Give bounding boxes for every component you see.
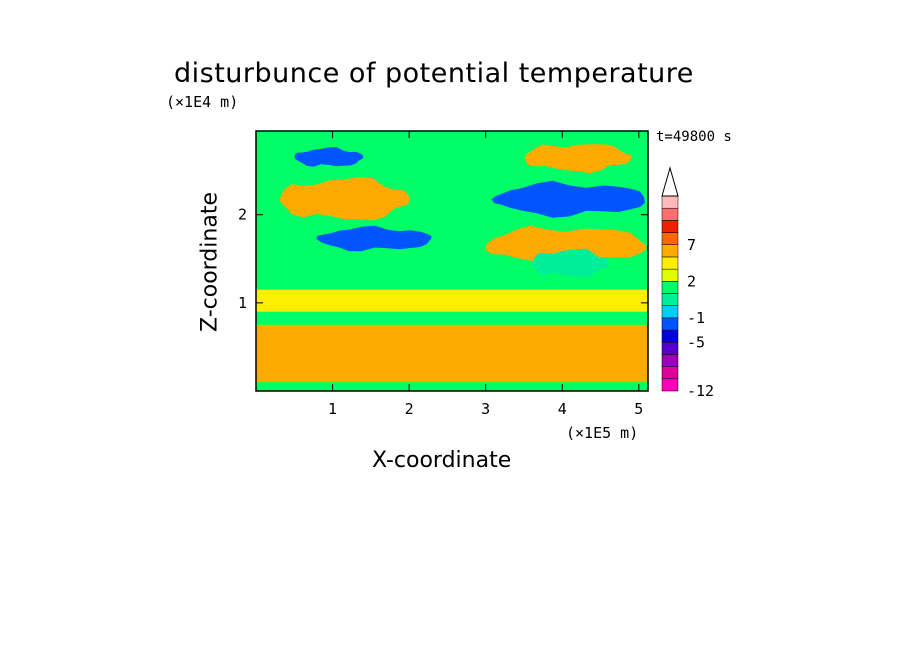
field-region: [524, 144, 632, 174]
field-region: [531, 248, 609, 278]
y-axis-ticks: 12: [238, 206, 648, 312]
colorbar-swatch: [661, 342, 679, 355]
field-region: [256, 383, 648, 391]
colorbar-swatch: [661, 293, 679, 306]
colorbar-swatch: [661, 207, 679, 221]
colorbar-label: -5: [687, 333, 705, 351]
colorbar-swatch: [661, 317, 679, 331]
y-tick-label: 2: [238, 206, 247, 224]
field-region: [294, 147, 364, 167]
colorbar-label: 7: [687, 236, 696, 254]
colorbar-extend-arrow: [661, 166, 679, 197]
colorbar-swatch: [661, 268, 679, 282]
x-axis-title: X-coordinate: [372, 448, 512, 473]
x-axis-ticks: 1 2 3 4 5: [328, 131, 643, 418]
colorbar-swatch: [661, 354, 679, 367]
colorbar-swatch: [661, 256, 679, 270]
colorbar-label: -12: [687, 382, 714, 400]
x-tick-label: 4: [558, 400, 567, 418]
colorbar-swatch: [661, 244, 679, 258]
field-region: [491, 180, 645, 218]
x-unit-label: (×1E5 m): [566, 424, 639, 442]
y-axis-title: Z-coordinate: [197, 192, 223, 332]
x-tick-label: 5: [634, 400, 643, 418]
x-tick-label: 1: [328, 400, 337, 418]
field-region: [256, 324, 648, 383]
colorbar-label: -1: [687, 309, 705, 327]
time-label: t=49800 s: [656, 129, 732, 145]
field-region: [279, 177, 410, 221]
colorbar-swatch: [661, 281, 679, 294]
field-region: [316, 225, 432, 252]
colorbar-swatch: [661, 305, 679, 319]
colorbar: -12-5-127: [661, 166, 714, 400]
chart-title: disturbunce of potential temperature: [174, 58, 694, 89]
z-unit-label: (×1E4 m): [166, 93, 239, 111]
colorbar-swatch: [661, 366, 679, 380]
colorbar-swatch: [661, 220, 679, 233]
colorbar-swatch: [661, 232, 679, 245]
colorbar-label: 2: [687, 272, 696, 290]
colorbar-swatch: [661, 195, 679, 209]
colorbar-swatch: [661, 329, 679, 343]
plot-frame: [255, 130, 649, 392]
colorbar-swatch: [661, 378, 679, 392]
x-tick-label: 3: [481, 400, 490, 418]
y-tick-label: 1: [238, 294, 247, 312]
field-region: [256, 289, 648, 312]
field-region: [485, 225, 647, 268]
contour-field: [256, 131, 648, 391]
x-tick-label: 2: [405, 400, 414, 418]
